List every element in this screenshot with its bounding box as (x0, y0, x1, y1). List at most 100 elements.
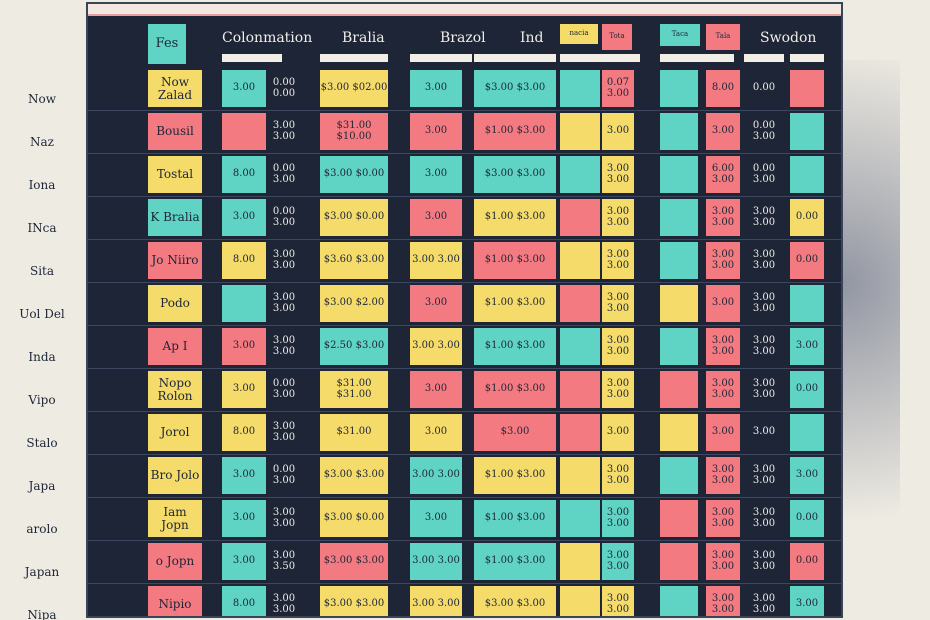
table-cell-c[interactable]: $31.00 (320, 414, 388, 451)
table-cell-e[interactable]: $1.00 $3.00 (474, 457, 556, 494)
header-sweden[interactable]: Swodon (760, 30, 817, 46)
header-ind[interactable]: Ind (520, 30, 544, 46)
table-cell-d[interactable]: 3.00 3.00 (410, 457, 462, 494)
table-cell-i[interactable] (790, 156, 824, 193)
table-cell-b[interactable]: 0.00 3.00 (270, 371, 298, 408)
table-cell-y[interactable] (660, 242, 698, 279)
table-cell-name[interactable]: o Jopn (148, 543, 202, 580)
header-fes[interactable]: Fes (148, 24, 186, 64)
table-cell-g[interactable]: 3.00 3.00 (706, 457, 740, 494)
table-cell-a[interactable]: 3.00 (222, 70, 266, 107)
table-cell-e[interactable]: $1.00 $3.00 (474, 543, 556, 580)
table-cell-f[interactable]: 3.00 3.00 (602, 500, 634, 537)
table-cell-g[interactable]: 3.00 3.00 (706, 328, 740, 365)
table-cell-f[interactable]: 3.00 (602, 113, 634, 150)
table-cell-a[interactable]: 8.00 (222, 156, 266, 193)
table-cell-g[interactable]: 3.00 (706, 414, 740, 451)
table-cell-y[interactable] (660, 328, 698, 365)
table-cell-f[interactable]: 3.00 3.00 (602, 457, 634, 494)
table-cell-b[interactable]: 0.00 3.00 (270, 156, 298, 193)
table-cell-d[interactable]: 3.00 3.00 (410, 586, 462, 616)
table-cell-h[interactable]: 3.00 3.00 (744, 586, 784, 616)
table-cell-name[interactable]: Jo Niiro (148, 242, 202, 279)
table-cell-y[interactable] (660, 113, 698, 150)
table-cell-y[interactable] (660, 543, 698, 580)
table-cell-f[interactable]: 3.00 3.00 (602, 285, 634, 322)
table-cell-h[interactable]: 3.00 3.00 (744, 500, 784, 537)
table-cell-name[interactable]: Now Zalad (148, 70, 202, 107)
table-cell-c[interactable]: $3.00 $2.00 (320, 285, 388, 322)
table-cell-b[interactable]: 3.00 3.00 (270, 113, 298, 150)
header-small-3[interactable]: Taca (660, 24, 700, 46)
table-cell-e[interactable]: $1.00 $3.00 (474, 285, 556, 322)
table-cell-g[interactable]: 3.00 3.00 (706, 586, 740, 616)
table-cell-a[interactable] (222, 285, 266, 322)
table-cell-name[interactable]: Jorol (148, 414, 202, 451)
table-cell-f[interactable]: 0.07 3.00 (602, 70, 634, 107)
table-cell-d[interactable]: 3.00 (410, 414, 462, 451)
table-cell-h[interactable]: 3.00 (744, 414, 784, 451)
table-cell-c[interactable]: $31.00 $10.00 (320, 113, 388, 150)
table-cell-d[interactable]: 3.00 3.00 (410, 543, 462, 580)
table-cell-h[interactable]: 3.00 3.00 (744, 328, 784, 365)
table-cell-i[interactable]: 0.00 (790, 371, 824, 408)
table-cell-d[interactable]: 3.00 (410, 156, 462, 193)
table-cell-name[interactable]: Tostal (148, 156, 202, 193)
table-cell-i[interactable] (790, 414, 824, 451)
table-cell-i[interactable]: 0.00 (790, 543, 824, 580)
table-cell-e[interactable]: $1.00 $3.00 (474, 500, 556, 537)
table-cell-a[interactable]: 8.00 (222, 586, 266, 616)
table-cell-i[interactable] (790, 285, 824, 322)
header-brazol[interactable]: Brazol (440, 30, 486, 46)
table-cell-y[interactable] (660, 156, 698, 193)
table-cell-d[interactable]: 3.00 (410, 285, 462, 322)
table-cell-name[interactable]: Nopo Rolon (148, 371, 202, 408)
table-cell-h[interactable]: 0.00 (744, 70, 784, 107)
table-cell-e[interactable]: $3.00 $3.00 (474, 586, 556, 616)
header-bralia[interactable]: Bralia (342, 30, 385, 46)
table-cell-c[interactable]: $2.50 $3.00 (320, 328, 388, 365)
table-cell-x[interactable] (560, 457, 600, 494)
table-cell-f[interactable]: 3.00 3.00 (602, 371, 634, 408)
table-cell-y[interactable] (660, 457, 698, 494)
table-cell-b[interactable]: 3.00 3.00 (270, 500, 298, 537)
table-cell-a[interactable] (222, 113, 266, 150)
table-cell-h[interactable]: 0.00 3.00 (744, 156, 784, 193)
table-cell-f[interactable]: 3.00 3.00 (602, 199, 634, 236)
table-cell-g[interactable]: 8.00 (706, 70, 740, 107)
table-cell-a[interactable]: 8.00 (222, 242, 266, 279)
table-cell-h[interactable]: 3.00 3.00 (744, 242, 784, 279)
table-cell-i[interactable] (790, 70, 824, 107)
table-cell-i[interactable] (790, 113, 824, 150)
table-cell-b[interactable]: 3.00 3.00 (270, 328, 298, 365)
table-cell-d[interactable]: 3.00 (410, 199, 462, 236)
table-cell-i[interactable]: 0.00 (790, 199, 824, 236)
table-cell-f[interactable]: 3.00 (602, 414, 634, 451)
table-cell-y[interactable] (660, 70, 698, 107)
table-cell-f[interactable]: 3.00 3.00 (602, 242, 634, 279)
header-small-2[interactable]: Tota (602, 24, 632, 50)
table-cell-d[interactable]: 3.00 3.00 (410, 328, 462, 365)
table-cell-name[interactable]: Podo (148, 285, 202, 322)
table-cell-g[interactable]: 3.00 3.00 (706, 500, 740, 537)
table-cell-a[interactable]: 3.00 (222, 500, 266, 537)
table-cell-g[interactable]: 3.00 (706, 285, 740, 322)
table-cell-e[interactable]: $3.00 $3.00 (474, 70, 556, 107)
table-cell-x[interactable] (560, 285, 600, 322)
table-cell-x[interactable] (560, 70, 600, 107)
table-cell-g[interactable]: 6.00 3.00 (706, 156, 740, 193)
table-cell-b[interactable]: 3.00 3.00 (270, 242, 298, 279)
table-cell-c[interactable]: $3.00 $0.00 (320, 199, 388, 236)
table-cell-i[interactable]: 0.00 (790, 242, 824, 279)
table-cell-f[interactable]: 3.00 3.00 (602, 543, 634, 580)
table-cell-name[interactable]: K Bralia (148, 199, 202, 236)
table-cell-h[interactable]: 3.00 3.00 (744, 457, 784, 494)
table-cell-x[interactable] (560, 500, 600, 537)
table-cell-h[interactable]: 3.00 3.00 (744, 199, 784, 236)
table-cell-x[interactable] (560, 586, 600, 616)
table-cell-b[interactable]: 0.00 0.00 (270, 70, 298, 107)
table-cell-c[interactable]: $3.00 $3.00 (320, 457, 388, 494)
table-cell-name[interactable]: Nipio (148, 586, 202, 616)
table-cell-i[interactable]: 0.00 (790, 500, 824, 537)
table-cell-h[interactable]: 3.00 3.00 (744, 285, 784, 322)
